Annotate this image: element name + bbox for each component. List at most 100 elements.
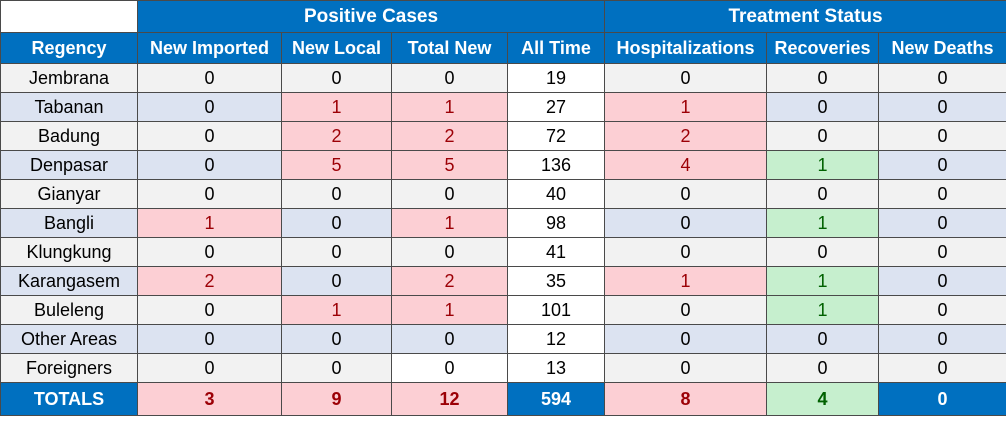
new-local-cell: 0	[281, 208, 392, 238]
total-new-cell: 1	[391, 92, 508, 122]
recoveries-cell: 1	[766, 208, 880, 238]
regency-name-cell: Other Areas	[0, 324, 138, 354]
column-header-hospitalizations: Hospitalizations	[604, 32, 768, 64]
regency-name-cell: Karangasem	[0, 266, 138, 296]
column-header-new-imported: New Imported	[137, 32, 282, 64]
hospitalizations-cell: 0	[604, 208, 768, 238]
regency-name-cell: Tabanan	[0, 92, 138, 122]
new-deaths-cell: 0	[878, 63, 1006, 93]
new-local-cell: 0	[281, 237, 392, 267]
table-row: Karangasem 2 0 2 35 1 1 0	[0, 266, 1006, 296]
hospitalizations-cell: 0	[604, 295, 768, 325]
total-new-cell: 1	[391, 208, 508, 238]
all-time-cell: 13	[506, 353, 606, 383]
recoveries-cell: 1	[766, 150, 880, 180]
table-row: Gianyar 0 0 0 40 0 0 0	[0, 179, 1006, 209]
new-imported-cell: 0	[137, 150, 282, 180]
all-time-cell: 98	[506, 208, 606, 238]
new-deaths-cell: 0	[878, 353, 1006, 383]
recoveries-cell: 0	[766, 324, 880, 354]
table-row: Badung 0 2 2 72 2 0 0	[0, 121, 1006, 151]
all-time-cell: 136	[506, 150, 606, 180]
total-new-cell: 0	[391, 179, 508, 209]
group-header-treatment-status: Treatment Status	[604, 0, 1006, 33]
new-deaths-cell: 0	[878, 237, 1006, 267]
all-time-cell: 101	[506, 295, 606, 325]
totals-row: TOTALS 3 9 12 594 8 4 0	[0, 382, 1006, 416]
total-new-cell: 2	[391, 121, 508, 151]
new-local-cell: 0	[281, 179, 392, 209]
table-row: Foreigners 0 0 0 13 0 0 0	[0, 353, 1006, 383]
total-new-cell: 0	[391, 324, 508, 354]
new-imported-cell: 0	[137, 63, 282, 93]
new-deaths-cell: 0	[878, 295, 1006, 325]
total-all-time: 594	[506, 382, 606, 416]
recoveries-cell: 0	[766, 121, 880, 151]
recoveries-cell: 0	[766, 179, 880, 209]
new-imported-cell: 0	[137, 353, 282, 383]
column-header-regency: Regency	[0, 32, 138, 64]
hospitalizations-cell: 0	[604, 179, 768, 209]
new-imported-cell: 0	[137, 121, 282, 151]
table-row: Klungkung 0 0 0 41 0 0 0	[0, 237, 1006, 267]
table-row: Jembrana 0 0 0 19 0 0 0	[0, 63, 1006, 93]
hospitalizations-cell: 1	[604, 266, 768, 296]
total-new-deaths: 0	[878, 382, 1006, 416]
new-deaths-cell: 0	[878, 266, 1006, 296]
all-time-cell: 27	[506, 92, 606, 122]
new-imported-cell: 0	[137, 295, 282, 325]
total-new-local: 9	[281, 382, 392, 416]
hospitalizations-cell: 0	[604, 63, 768, 93]
total-total-new: 12	[391, 382, 508, 416]
recoveries-cell: 0	[766, 63, 880, 93]
recoveries-cell: 0	[766, 92, 880, 122]
hospitalizations-cell: 1	[604, 92, 768, 122]
new-deaths-cell: 0	[878, 150, 1006, 180]
new-imported-cell: 0	[137, 92, 282, 122]
all-time-cell: 41	[506, 237, 606, 267]
total-hospitalizations: 8	[604, 382, 768, 416]
new-local-cell: 0	[281, 63, 392, 93]
column-header-recoveries: Recoveries	[766, 32, 880, 64]
table-row: Tabanan 0 1 1 27 1 0 0	[0, 92, 1006, 122]
recoveries-cell: 1	[766, 295, 880, 325]
total-new-cell: 0	[391, 237, 508, 267]
regency-name-cell: Gianyar	[0, 179, 138, 209]
hospitalizations-cell: 2	[604, 121, 768, 151]
new-local-cell: 2	[281, 121, 392, 151]
total-new-cell: 2	[391, 266, 508, 296]
recoveries-cell: 0	[766, 237, 880, 267]
group-header-positive-cases: Positive Cases	[136, 0, 606, 33]
column-header-new-local: New Local	[281, 32, 392, 64]
new-imported-cell: 1	[137, 208, 282, 238]
regency-name-cell: Klungkung	[0, 237, 138, 267]
new-imported-cell: 0	[137, 324, 282, 354]
column-header-new-deaths: New Deaths	[878, 32, 1006, 64]
regency-name-cell: Badung	[0, 121, 138, 151]
new-deaths-cell: 0	[878, 92, 1006, 122]
all-time-cell: 35	[506, 266, 606, 296]
new-local-cell: 5	[281, 150, 392, 180]
total-recoveries: 4	[766, 382, 880, 416]
regency-name-cell: Buleleng	[0, 295, 138, 325]
hospitalizations-cell: 0	[604, 237, 768, 267]
total-new-cell: 5	[391, 150, 508, 180]
new-imported-cell: 0	[137, 179, 282, 209]
new-local-cell: 1	[281, 295, 392, 325]
total-new-cell: 1	[391, 295, 508, 325]
total-new-imported: 3	[137, 382, 282, 416]
table-row: Buleleng 0 1 1 101 0 1 0	[0, 295, 1006, 325]
blank-corner-cell	[0, 0, 138, 33]
hospitalizations-cell: 0	[604, 353, 768, 383]
new-deaths-cell: 0	[878, 208, 1006, 238]
new-deaths-cell: 0	[878, 324, 1006, 354]
hospitalizations-cell: 0	[604, 324, 768, 354]
new-local-cell: 0	[281, 353, 392, 383]
all-time-cell: 72	[506, 121, 606, 151]
column-header-total-new: Total New	[391, 32, 508, 64]
table-row: Other Areas 0 0 0 12 0 0 0	[0, 324, 1006, 354]
regency-name-cell: Foreigners	[0, 353, 138, 383]
all-time-cell: 12	[506, 324, 606, 354]
new-deaths-cell: 0	[878, 121, 1006, 151]
